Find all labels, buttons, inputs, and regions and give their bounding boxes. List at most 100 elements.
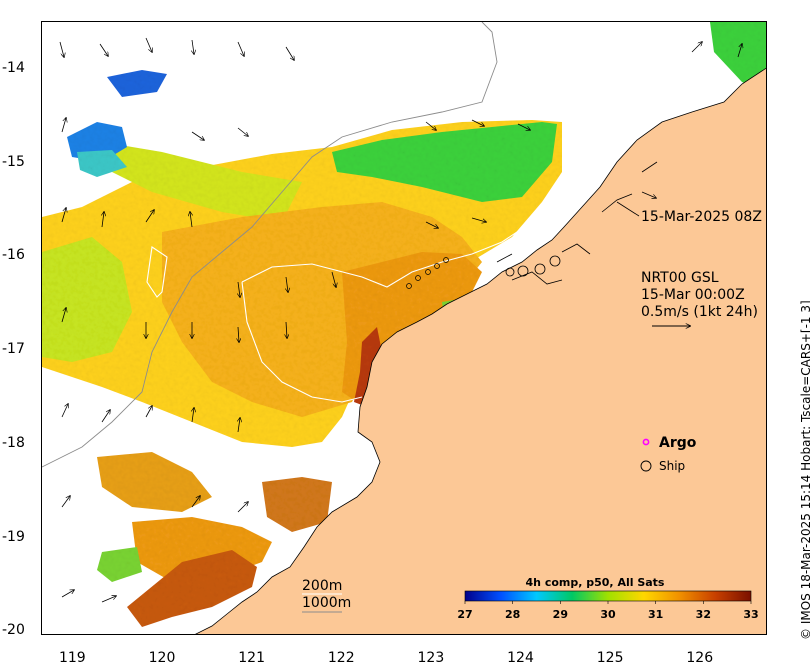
current-arrow (237, 127, 248, 136)
current-arrow (61, 118, 66, 133)
current-arrow (102, 212, 104, 228)
isobath-label-200m: 200m (302, 578, 342, 594)
isobaths (42, 22, 553, 468)
current-arrow (192, 39, 194, 54)
current-arrow (61, 208, 66, 223)
current-arrow (61, 308, 66, 323)
current-arrow (425, 121, 436, 130)
land (196, 68, 766, 634)
current-arrow (517, 123, 530, 130)
colorbar-tick-label: 30 (600, 608, 616, 621)
current-arrow (471, 119, 484, 126)
land-mainland (196, 68, 766, 634)
current-arrow (237, 41, 244, 56)
x-tick-label: 120 (148, 650, 176, 666)
y-tick-label: -18 (2, 434, 25, 451)
coastline-main (195, 67, 766, 634)
current-arrow (285, 46, 294, 60)
current-arrow (425, 221, 438, 228)
current-arrow (191, 131, 204, 140)
colorbar-tick-label: 28 (505, 608, 520, 621)
land-peninsula (440, 307, 494, 410)
isobath-200m (146, 206, 553, 403)
x-tick-label: 125 (596, 650, 624, 666)
ship-marker (415, 275, 421, 281)
colorbar-ticks: 27 28 29 30 31 32 33 (457, 601, 759, 621)
current-arrow (286, 276, 288, 292)
y-tick-label: -15 (2, 153, 25, 170)
current-arrow (237, 502, 248, 513)
current-info: NRT00 GSL 15-Mar 00:00Z 0.5m/s (1kt 24h) (641, 270, 758, 326)
colorbar-ramp (464, 590, 752, 602)
current-arrow (286, 321, 287, 338)
current-product: NRT00 GSL (641, 270, 719, 286)
ship-marker (505, 267, 515, 277)
current-arrow (641, 191, 656, 198)
coastline-islands (496, 161, 658, 285)
legend: Argo Ship (640, 435, 697, 473)
y-tick-label: -17 (2, 341, 25, 358)
sst-patch-south-band (262, 477, 332, 532)
current-arrow (238, 418, 240, 433)
current-arrow (737, 44, 742, 58)
colorbar: 4h comp, p50, All Sats 27 28 29 30 31 32 33 (457, 576, 758, 621)
current-arrow (190, 212, 192, 228)
sst-patch-south-1 (97, 452, 212, 512)
current-arrow (238, 281, 240, 297)
ship-legend-marker (640, 460, 652, 472)
isobath-label-1000m: 1000m (302, 595, 351, 611)
isobath-1000m (42, 22, 498, 468)
current-arrow (101, 596, 116, 603)
x-tick-label: 123 (417, 650, 445, 666)
ship-marker (425, 269, 431, 275)
current-arrow (61, 404, 68, 418)
y-tick-label: -14 (2, 59, 25, 76)
current-arrow (471, 217, 486, 222)
x-tick-label: 126 (686, 650, 714, 666)
isobath-legend: 200m 1000m (302, 578, 351, 613)
current-arrow (61, 590, 74, 598)
ship-marker (434, 263, 440, 269)
x-tick-label: 122 (327, 650, 355, 666)
current-arrow (145, 210, 154, 223)
y-tick-label: -19 (2, 528, 25, 545)
current-arrow (61, 496, 70, 508)
ship-marker (406, 283, 412, 289)
x-tick-label: 124 (507, 650, 534, 666)
current-scale: 0.5m/s (1kt 24h) (641, 304, 758, 320)
current-arrow (238, 326, 239, 342)
current-arrow (99, 43, 108, 56)
ship-marker (517, 265, 529, 277)
x-tick-label: 119 (58, 650, 86, 666)
current-arrow (192, 408, 194, 423)
sst-patch-orange-central (162, 202, 482, 417)
ship-marker (549, 255, 561, 267)
sst-patch-green-north (332, 122, 557, 202)
x-tick-label: 121 (238, 650, 265, 666)
sst-patch-south-3 (127, 550, 257, 627)
ship-label: Ship (659, 459, 685, 473)
y-tick-label: -16 (2, 247, 25, 264)
y-tick-label: -20 (2, 622, 25, 639)
map-canvas: 15-Mar-2025 08Z NRT00 GSL 15-Mar 00:00Z … (42, 22, 766, 634)
current-arrow (691, 42, 702, 53)
sst-map: 15-Mar-2025 08Z NRT00 GSL 15-Mar 00:00Z … (41, 21, 767, 635)
sst-patch-cyan-w (77, 150, 127, 177)
timestamp-leader (616, 201, 640, 217)
colorbar-tick-label: 31 (648, 608, 663, 621)
current-arrow (145, 37, 152, 52)
current-arrow (101, 410, 110, 423)
colorbar-tick-label: 27 (457, 608, 472, 621)
sst-patch-lightgreen (42, 237, 132, 362)
sst-patch-lightgreen-2 (102, 142, 302, 222)
coastline (195, 67, 766, 634)
colorbar-tick-label: 29 (553, 608, 568, 621)
timestamp-label: 15-Mar-2025 08Z (641, 209, 762, 225)
argo-marker (642, 438, 650, 446)
sst-patch-south-green (97, 547, 142, 582)
current-arrow (145, 406, 152, 418)
current-arrow (331, 271, 336, 287)
colorbar-tick-label: 32 (696, 608, 711, 621)
colorbar-title: 4h comp, p50, All Sats (526, 576, 665, 589)
current-time: 15-Mar 00:00Z (641, 287, 745, 303)
